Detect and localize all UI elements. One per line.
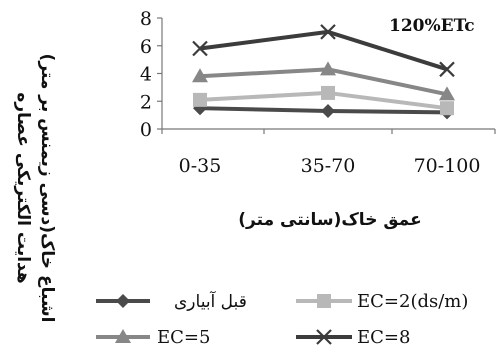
legend-label-0: قبل آبیاری bbox=[174, 290, 247, 312]
legend-marker-0 bbox=[116, 294, 130, 308]
legend-marker-1 bbox=[317, 294, 331, 308]
data-point-2-2 bbox=[439, 86, 455, 101]
legend-item-0: قبل آبیاری bbox=[96, 290, 247, 312]
data-point-2-0 bbox=[192, 68, 208, 83]
y-tick-label-4: 8 bbox=[140, 8, 152, 30]
y-axis-title-line1: هدایت الکتریکی عصاره bbox=[13, 92, 33, 283]
data-point-1-1 bbox=[321, 85, 335, 100]
series-2 bbox=[192, 61, 455, 101]
data-point-0-1 bbox=[321, 103, 335, 118]
data-point-3-1 bbox=[320, 24, 336, 40]
series-3 bbox=[192, 24, 455, 78]
y-tick-label-3: 6 bbox=[140, 36, 152, 58]
x-tick-label-2: 70-100 bbox=[414, 155, 481, 177]
data-point-2-1 bbox=[320, 61, 336, 76]
data-point-3-0 bbox=[192, 40, 208, 57]
series-1 bbox=[193, 85, 454, 116]
y-tick-label-2: 4 bbox=[140, 64, 152, 86]
y-tick-label-0: 0 bbox=[140, 119, 152, 141]
x-axis-title: عمق خاک(سانتی متر) bbox=[238, 210, 421, 230]
legend-item-1: EC=2(ds/m) bbox=[296, 291, 468, 312]
data-point-1-2 bbox=[440, 101, 454, 116]
x-tick-label-0: 0-35 bbox=[179, 155, 222, 177]
legend-item-3: EC=8 bbox=[296, 327, 410, 347]
x-tick-label-1: 35-70 bbox=[301, 155, 356, 177]
legend-item-2: EC=5 bbox=[96, 327, 210, 347]
y-axis-title-line2: اشباع خاک(دسی زیمنس بر متر) bbox=[37, 54, 57, 323]
legend-marker-3 bbox=[316, 329, 332, 345]
chart-annotation: 120%ETc bbox=[389, 16, 475, 36]
legend-label-3: EC=8 bbox=[357, 327, 410, 347]
legend-label-1: EC=2(ds/m) bbox=[357, 291, 468, 312]
data-point-1-0 bbox=[193, 92, 207, 107]
y-tick-label-1: 2 bbox=[140, 91, 152, 113]
legend-label-2: EC=5 bbox=[157, 327, 210, 347]
legend-marker-2 bbox=[115, 329, 131, 343]
data-point-3-2 bbox=[439, 61, 455, 78]
